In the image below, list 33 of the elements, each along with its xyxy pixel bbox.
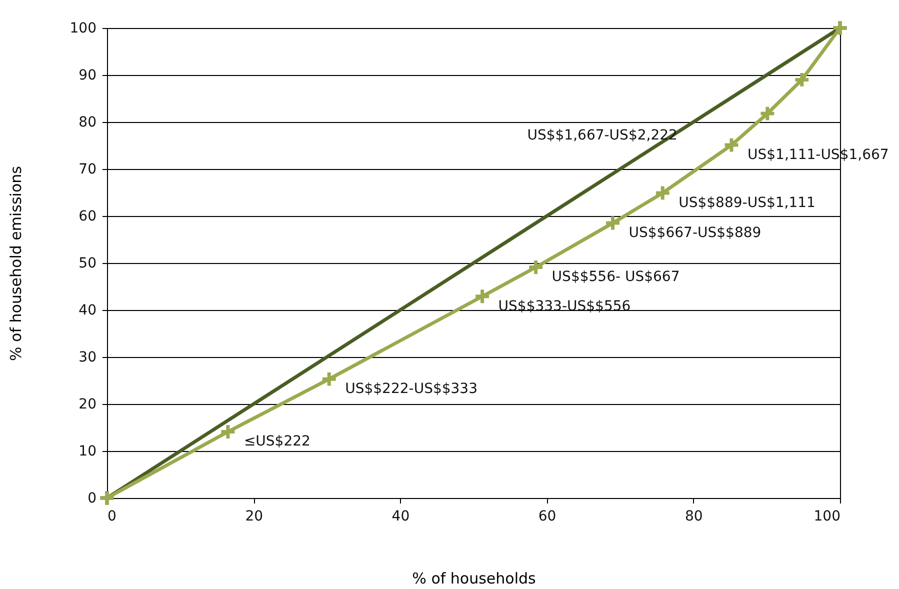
- x-axis-title: % of households: [412, 570, 536, 588]
- x-tick-label: 20: [245, 508, 264, 524]
- y-tick-label: 20: [78, 396, 96, 412]
- y-tick-label: 0: [88, 490, 96, 506]
- y-tick-label: 30: [78, 350, 96, 366]
- y-tick-label: 90: [78, 68, 96, 84]
- x-tick-label: 0: [108, 508, 116, 524]
- x-tick-label: 40: [392, 508, 410, 524]
- y-tick-label: 80: [78, 114, 96, 130]
- point: [474, 288, 491, 305]
- point: [320, 370, 338, 388]
- y-tick-label: 40: [78, 302, 96, 318]
- point: [604, 214, 622, 232]
- annotation: US$$556- US$667: [552, 269, 680, 286]
- y-tick-label: 70: [78, 162, 96, 178]
- y-tick-label: 100: [70, 20, 96, 36]
- x-tick-label: 60: [538, 508, 556, 524]
- point: [654, 184, 672, 202]
- x-tick-label: 100: [814, 508, 840, 524]
- point: [758, 105, 776, 122]
- annotation: US$$222-US$$333: [345, 381, 478, 398]
- point: [793, 71, 810, 88]
- y-tick-label: 50: [78, 256, 96, 272]
- y-tick-label: 10: [78, 444, 96, 460]
- annotation: US$$889-US$1,111: [678, 194, 816, 211]
- point: [219, 423, 236, 440]
- x-tick-label: 80: [684, 508, 703, 524]
- y-axis-title: % of household emissions: [6, 166, 25, 361]
- point: [723, 136, 740, 154]
- annotation: ≤US$222: [244, 434, 310, 450]
- annotation: US$$667-US$$889: [628, 225, 762, 242]
- point: [527, 258, 544, 276]
- y-tick-label: 60: [78, 208, 96, 224]
